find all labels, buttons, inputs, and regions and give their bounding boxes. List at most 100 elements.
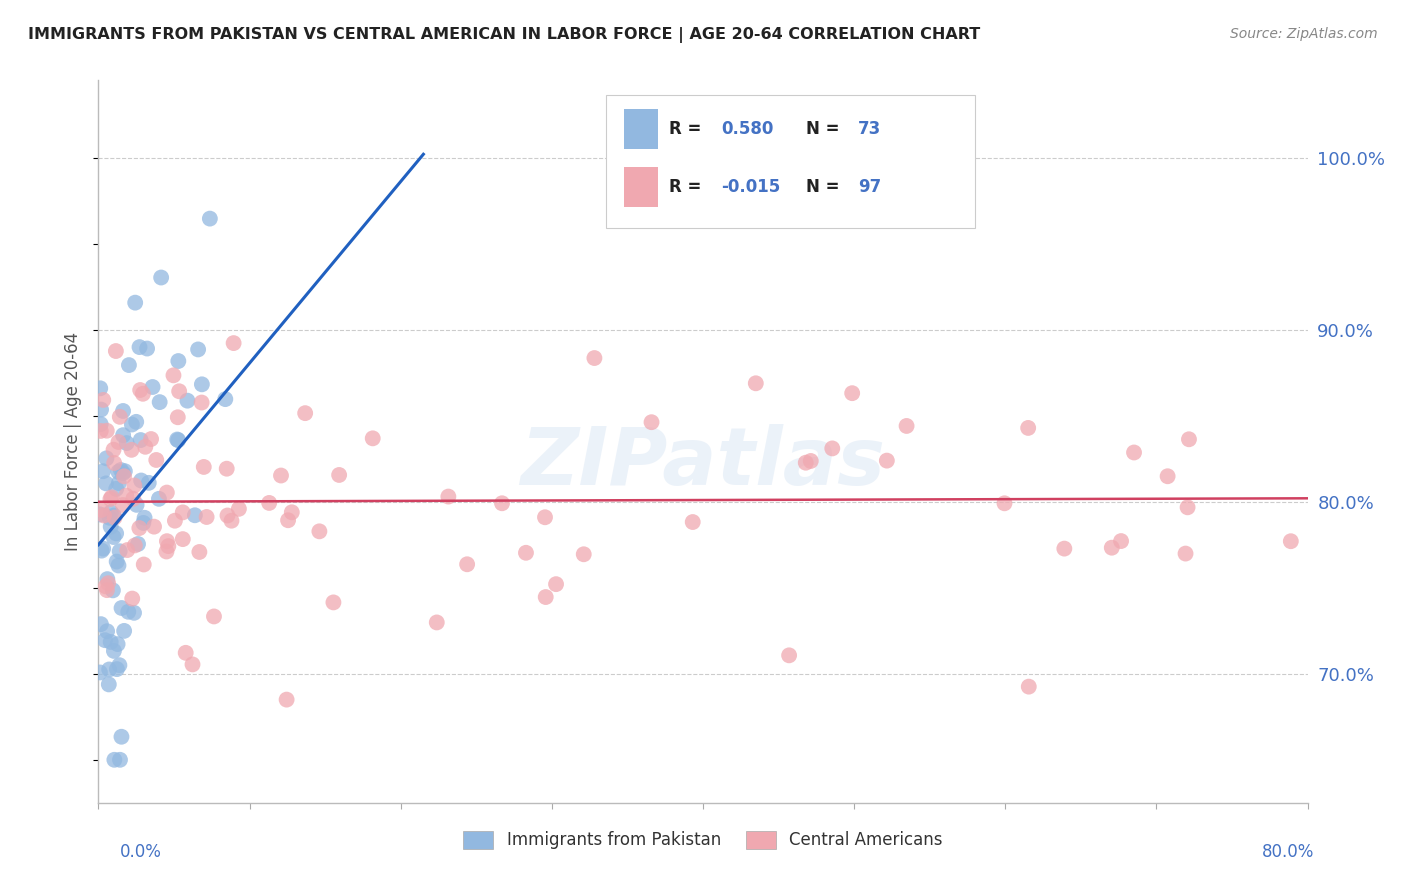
Central Americans [115,489,138,503]
Text: 97: 97 [858,178,882,196]
Central Americans [534,510,557,524]
Text: -0.015: -0.015 [721,178,780,196]
Immigrants from Pakistan [129,474,152,488]
Central Americans [202,609,225,624]
Central Americans [1053,541,1076,556]
Text: ZIPatlas: ZIPatlas [520,425,886,502]
Central Americans [682,515,704,529]
Central Americans [97,576,120,591]
Immigrants from Pakistan [103,530,125,544]
Central Americans [93,508,115,523]
Central Americans [1156,469,1178,483]
Central Americans [128,521,150,535]
Immigrants from Pakistan [166,433,188,447]
Central Americans [572,547,595,561]
Central Americans [515,546,537,560]
Central Americans [107,435,129,450]
Central Americans [821,442,844,456]
Immigrants from Pakistan [100,519,122,533]
Immigrants from Pakistan [198,211,221,226]
Central Americans [1109,534,1132,549]
Immigrants from Pakistan [127,537,149,551]
Immigrants from Pakistan [96,451,118,466]
Text: 80.0%: 80.0% [1263,843,1315,861]
Immigrants from Pakistan [89,665,111,680]
Central Americans [111,498,134,512]
Bar [624,109,658,149]
Immigrants from Pakistan [167,354,190,368]
Central Americans [190,395,212,409]
Central Americans [322,595,344,609]
Central Americans [1101,541,1123,555]
Central Americans [228,501,250,516]
Central Americans [90,503,112,517]
Immigrants from Pakistan [134,510,156,524]
Immigrants from Pakistan [148,491,170,506]
Text: IMMIGRANTS FROM PAKISTAN VS CENTRAL AMERICAN IN LABOR FORCE | AGE 20-64 CORRELAT: IMMIGRANTS FROM PAKISTAN VS CENTRAL AMER… [28,27,980,43]
Immigrants from Pakistan [107,637,129,651]
Immigrants from Pakistan [125,498,148,512]
Central Americans [100,491,122,505]
Central Americans [640,415,662,429]
Immigrants from Pakistan [91,464,114,478]
Legend: Immigrants from Pakistan, Central Americans: Immigrants from Pakistan, Central Americ… [457,824,949,856]
Central Americans [157,539,180,553]
Central Americans [143,519,166,533]
Immigrants from Pakistan [121,417,143,432]
Central Americans [222,336,245,351]
Central Americans [456,558,478,572]
Text: 0.580: 0.580 [721,120,773,137]
Central Americans [745,376,768,391]
Central Americans [156,485,179,500]
Central Americans [193,459,215,474]
Text: R =: R = [669,120,707,137]
Central Americans [215,461,238,475]
Immigrants from Pakistan [117,605,139,619]
Immigrants from Pakistan [110,730,132,744]
Central Americans [121,591,143,606]
Immigrants from Pakistan [110,463,132,477]
Central Americans [1123,445,1146,459]
Central Americans [124,478,146,492]
Immigrants from Pakistan [103,508,125,523]
Central Americans [876,453,898,467]
Central Americans [221,514,243,528]
Immigrants from Pakistan [90,402,112,417]
Immigrants from Pakistan [91,541,114,556]
Immigrants from Pakistan [112,428,135,442]
Immigrants from Pakistan [101,583,124,598]
Central Americans [172,505,194,519]
Central Americans [100,491,122,506]
Central Americans [124,538,146,552]
Central Americans [122,491,145,506]
Central Americans [103,442,125,457]
Bar [606,95,976,228]
Immigrants from Pakistan [89,381,111,395]
Central Americans [108,409,131,424]
Immigrants from Pakistan [114,464,136,478]
Immigrants from Pakistan [125,415,148,429]
Central Americans [167,384,190,399]
Immigrants from Pakistan [187,343,209,357]
Text: N =: N = [806,120,845,137]
Central Americans [328,467,350,482]
Central Americans [90,424,112,438]
Central Americans [132,386,155,401]
Immigrants from Pakistan [98,663,121,677]
Central Americans [181,657,204,672]
Immigrants from Pakistan [96,624,118,639]
Central Americans [217,508,239,523]
Central Americans [841,386,863,401]
Bar [624,167,658,207]
Central Americans [534,590,557,604]
Central Americans [145,453,167,467]
Central Americans [103,510,125,524]
Immigrants from Pakistan [124,295,146,310]
Central Americans [361,431,384,445]
Central Americans [163,514,186,528]
Central Americans [188,545,211,559]
Central Americans [308,524,330,539]
Immigrants from Pakistan [105,662,128,676]
Central Americans [426,615,449,630]
Central Americans [257,496,280,510]
